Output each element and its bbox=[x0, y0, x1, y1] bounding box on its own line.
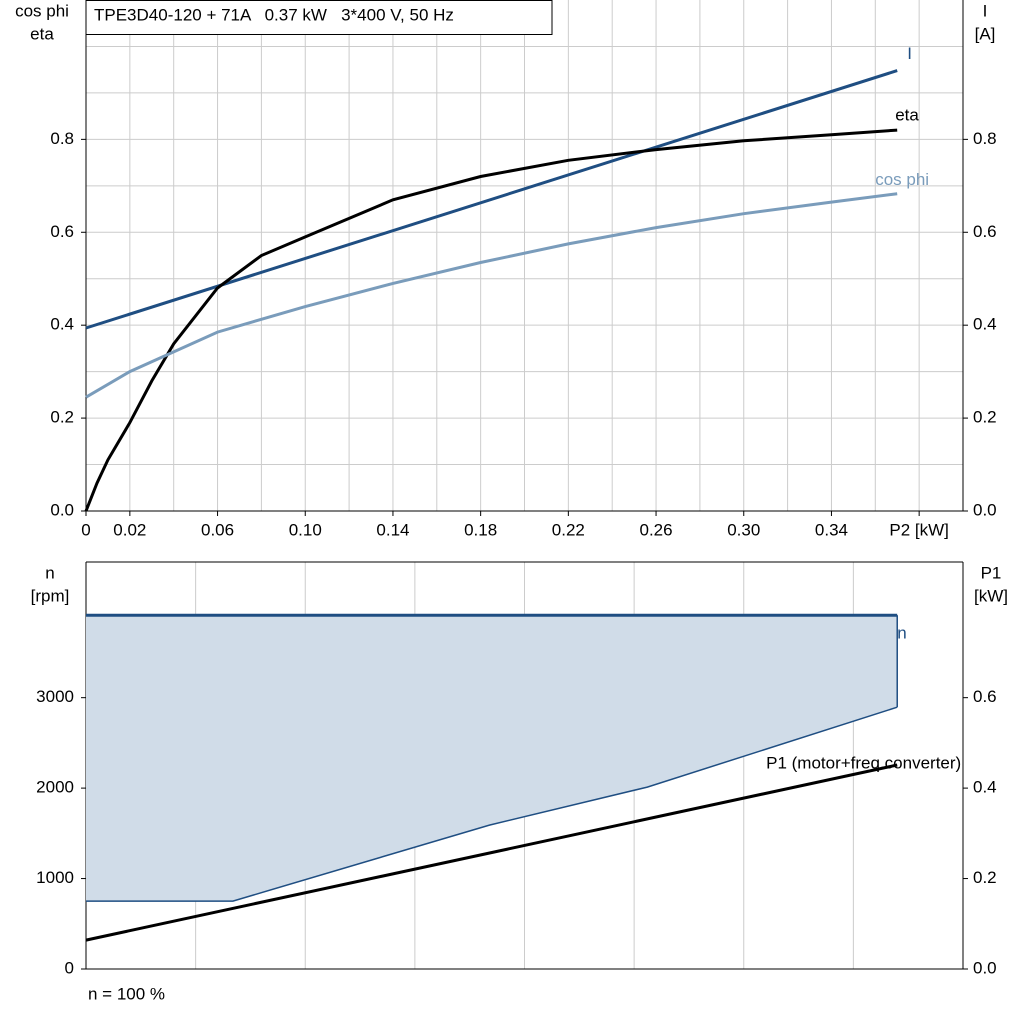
area-fill bbox=[86, 615, 898, 902]
x-tick-label: 0.34 bbox=[815, 520, 848, 539]
series-line bbox=[85, 763, 898, 942]
y-tick-label: 3000 bbox=[36, 687, 74, 706]
y2-tick-label: 0.0 bbox=[973, 500, 997, 519]
y2-axis-title: P1 bbox=[981, 563, 1002, 582]
series-label: P1 (motor+freq.converter) bbox=[766, 754, 961, 773]
y2-tick-label: 0.2 bbox=[973, 408, 997, 427]
x-tick-label: 0.06 bbox=[201, 520, 234, 539]
x-tick-label: 0.30 bbox=[727, 520, 760, 539]
x-tick-label: 0.02 bbox=[113, 520, 146, 539]
series-label: cos phi bbox=[875, 170, 929, 189]
y-tick-label: 0.0 bbox=[50, 500, 74, 519]
series-line bbox=[84, 128, 898, 512]
y-tick-label: 2000 bbox=[36, 778, 74, 797]
x-tick-label: 0.26 bbox=[640, 520, 673, 539]
x-tick-label: 0 bbox=[81, 520, 90, 539]
y2-axis-title: I bbox=[983, 1, 988, 20]
y-axis-title: eta bbox=[30, 24, 54, 43]
y2-axis-title: [A] bbox=[975, 24, 996, 43]
y-tick-label: 0 bbox=[65, 958, 74, 977]
y-tick-label: 1000 bbox=[36, 868, 74, 887]
y2-tick-label: 0.0 bbox=[973, 958, 997, 977]
series-label: n bbox=[897, 624, 906, 643]
y-axis-title: cos phi bbox=[15, 1, 69, 20]
y2-tick-label: 0.6 bbox=[973, 687, 997, 706]
series-line bbox=[85, 192, 898, 399]
x-tick-label: 0.14 bbox=[376, 520, 409, 539]
y-tick-label: 0.6 bbox=[50, 222, 74, 241]
y2-tick-label: 0.6 bbox=[973, 222, 997, 241]
series-label: eta bbox=[895, 106, 919, 125]
x-tick-label: 0.18 bbox=[464, 520, 497, 539]
y-tick-label: 0.4 bbox=[50, 315, 74, 334]
y-tick-label: 0.8 bbox=[50, 129, 74, 148]
series-line bbox=[85, 69, 898, 330]
y2-tick-label: 0.4 bbox=[973, 315, 997, 334]
area-lower-edge bbox=[86, 706, 898, 902]
series-label: I bbox=[907, 44, 912, 63]
x-tick-label: P2 [kW] bbox=[889, 520, 949, 539]
y-tick-label: 0.2 bbox=[50, 408, 74, 427]
y2-tick-label: 0.8 bbox=[973, 129, 997, 148]
y2-tick-label: 0.2 bbox=[973, 868, 997, 887]
x-tick-label: 0.22 bbox=[552, 520, 585, 539]
chart-title: TPE3D40-120 + 71A 0.37 kW 3*400 V, 50 Hz bbox=[94, 5, 454, 24]
note: n = 100 % bbox=[88, 984, 165, 1003]
y2-tick-label: 0.4 bbox=[973, 778, 997, 797]
title-box bbox=[85, 0, 553, 35]
x-tick-label: 0.10 bbox=[289, 520, 322, 539]
y-axis-title: n bbox=[45, 563, 54, 582]
y-axis-title: [rpm] bbox=[31, 586, 70, 605]
y2-axis-title: [kW] bbox=[974, 586, 1008, 605]
